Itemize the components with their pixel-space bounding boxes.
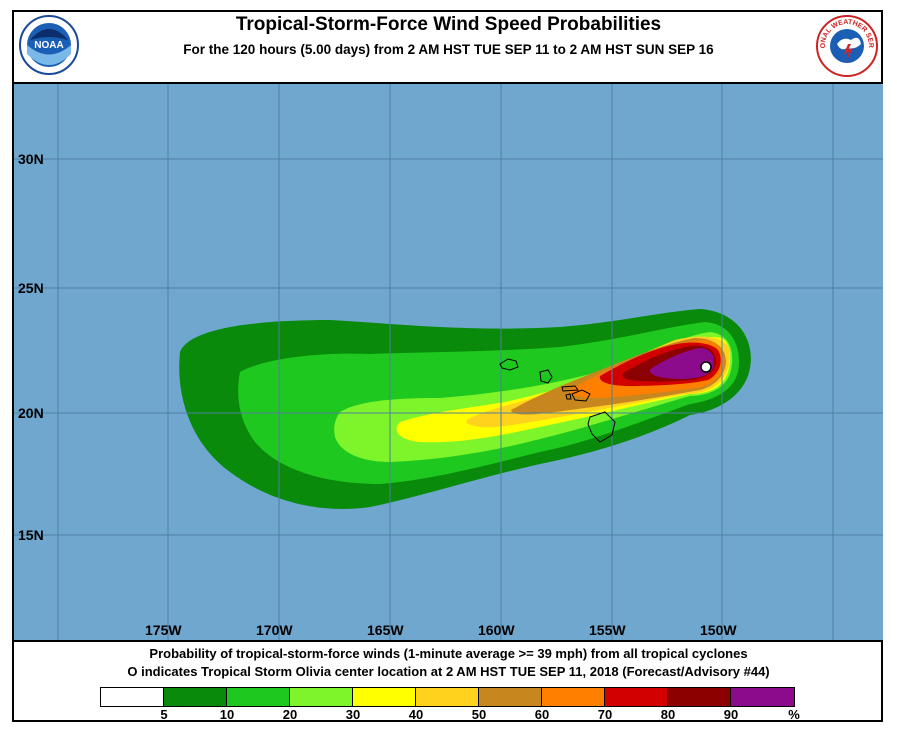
lon-label-150w: 150W	[700, 622, 737, 638]
map-title: Tropical-Storm-Force Wind Speed Probabil…	[235, 14, 662, 35]
hawaiian-islands	[499, 358, 616, 443]
footer-storm-note: O indicates Tropical Storm Olivia center…	[127, 664, 770, 679]
lon-label-160w: 160W	[478, 622, 515, 638]
legend-swatch	[479, 688, 542, 706]
island-lanai	[565, 393, 572, 400]
noaa-logo-text: NOAA	[34, 40, 63, 51]
footer-description: Probability of tropical-storm-force wind…	[149, 646, 748, 661]
lon-label-165w: 165W	[367, 622, 404, 638]
island-maui	[571, 389, 591, 402]
legend-swatch	[731, 688, 794, 706]
legend-swatch	[416, 688, 479, 706]
nws-logo: NATIONAL WEATHER SERVICE	[815, 14, 878, 77]
lon-label-170w: 170W	[256, 622, 293, 638]
legend-tick: 30	[345, 707, 361, 722]
legend-tick: 70	[597, 707, 613, 722]
island-kauai	[499, 358, 519, 371]
probability-contours	[179, 309, 751, 509]
map-svg	[14, 84, 883, 640]
legend-tick: 60	[534, 707, 550, 722]
legend-swatch	[290, 688, 353, 706]
lat-label-20n: 20N	[18, 405, 44, 421]
contour-90	[649, 348, 714, 379]
storm-center-marker	[700, 361, 712, 373]
legend-tick: 80	[660, 707, 676, 722]
legend-tick: 90	[723, 707, 739, 722]
legend-swatch	[227, 688, 290, 706]
map-area: 30N 25N 20N 15N 175W 170W 165W 160W 155W…	[14, 82, 883, 642]
legend-swatch	[353, 688, 416, 706]
legend-tick: 20	[282, 707, 298, 722]
island-hawaii	[587, 411, 616, 443]
lon-label-175w: 175W	[145, 622, 182, 638]
legend-colorbar	[100, 687, 795, 707]
lat-label-15n: 15N	[18, 527, 44, 543]
legend-swatch	[542, 688, 605, 706]
legend-swatch	[668, 688, 731, 706]
legend-tick: 40	[408, 707, 424, 722]
lat-label-30n: 30N	[18, 151, 44, 167]
map-subtitle: For the 120 hours (5.00 days) from 2 AM …	[183, 42, 714, 57]
legend-swatch	[605, 688, 668, 706]
legend-swatch	[101, 688, 164, 706]
noaa-logo: NOAA	[19, 15, 79, 75]
island-molokai	[561, 385, 579, 392]
legend-tick: 10	[219, 707, 235, 722]
legend-unit: %	[788, 707, 800, 722]
legend-swatch	[164, 688, 227, 706]
lat-label-25n: 25N	[18, 280, 44, 296]
lon-label-155w: 155W	[589, 622, 626, 638]
legend-tick: 5	[160, 707, 168, 722]
island-oahu	[539, 369, 553, 384]
legend-tick: 50	[471, 707, 487, 722]
